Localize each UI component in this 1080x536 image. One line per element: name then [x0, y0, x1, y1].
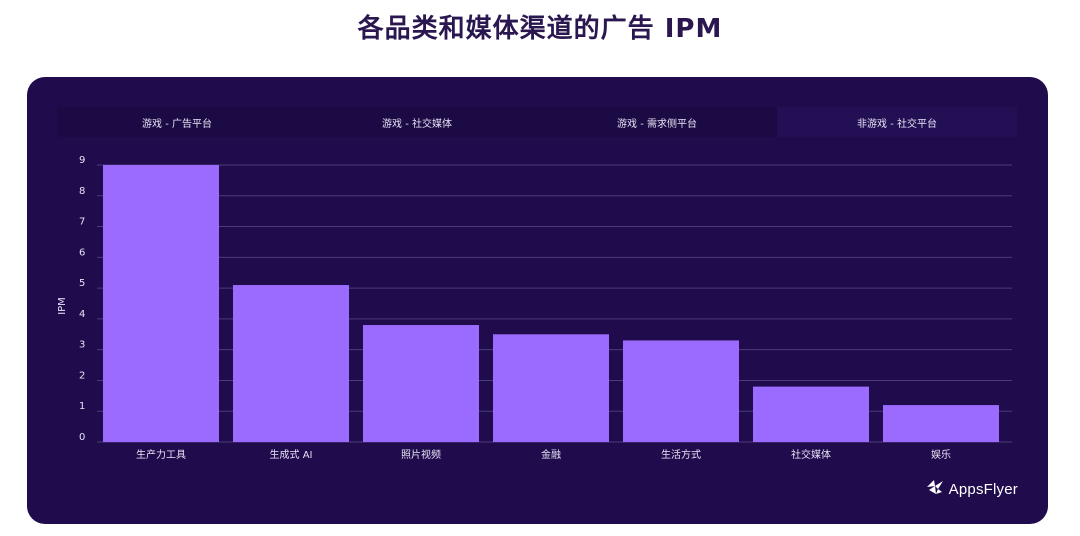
bar[interactable]	[623, 340, 739, 442]
x-tick-label: 金融	[541, 448, 561, 461]
tab-game-ad-platform[interactable]: 游戏 - 广告平台	[57, 107, 297, 137]
y-axis-label: IPM	[57, 297, 68, 315]
appsflyer-bird-icon	[925, 478, 945, 500]
tab-label: 非游戏 - 社交平台	[857, 118, 937, 130]
tab-game-dsp[interactable]: 游戏 - 需求侧平台	[537, 107, 777, 137]
bar[interactable]	[883, 405, 999, 442]
y-tick-labels: 0 1 2 3 4 5 6 7 8 9	[79, 155, 85, 443]
bar[interactable]	[233, 285, 349, 442]
y-tick-label: 0	[79, 432, 85, 443]
bar[interactable]	[493, 334, 609, 442]
tab-label: 游戏 - 需求侧平台	[617, 118, 697, 130]
bar[interactable]	[103, 165, 219, 442]
tab-label: 游戏 - 广告平台	[142, 118, 212, 130]
bar[interactable]	[753, 386, 869, 442]
y-tick-label: 9	[79, 155, 85, 166]
y-tick-label: 5	[79, 278, 85, 289]
x-tick-label: 社交媒体	[791, 448, 831, 461]
appsflyer-logo: AppsFlyer	[925, 478, 1018, 500]
y-tick-label: 2	[79, 370, 85, 381]
brand-name: AppsFlyer	[948, 480, 1018, 498]
chart-card: 游戏 - 广告平台 游戏 - 社交媒体 游戏 - 需求侧平台 非游戏 - 社交平…	[27, 77, 1048, 524]
page-title: 各品类和媒体渠道的广告 IPM	[357, 14, 723, 44]
x-tick-label: 生产力工具	[136, 448, 186, 461]
bar[interactable]	[363, 325, 479, 442]
tab-game-social-media[interactable]: 游戏 - 社交媒体	[297, 107, 537, 137]
y-tick-label: 1	[79, 401, 85, 412]
y-tick-label: 8	[79, 186, 85, 197]
x-tick-labels: 生产力工具 生成式 AI 照片视频 金融 生活方式 社交媒体 娱乐	[136, 448, 951, 461]
tab-bar: 游戏 - 广告平台 游戏 - 社交媒体 游戏 - 需求侧平台 非游戏 - 社交平…	[57, 107, 1017, 137]
x-tick-label: 娱乐	[931, 448, 951, 461]
x-tick-label: 生成式 AI	[270, 448, 313, 461]
y-tick-label: 6	[79, 247, 85, 258]
bar-chart: 0 1 2 3 4 5 6 7 8 9 生产力工具 生成式 AI 照片视频 金融 生活方式 社交媒体 娱乐 I…	[57, 155, 1012, 461]
x-tick-label: 照片视频	[401, 448, 441, 461]
y-tick-label: 3	[79, 340, 85, 351]
y-tick-label: 7	[79, 217, 85, 228]
tab-nongame-social-platform[interactable]: 非游戏 - 社交平台	[777, 107, 1017, 137]
y-tick-label: 4	[79, 309, 85, 320]
x-tick-label: 生活方式	[661, 448, 701, 461]
tab-label: 游戏 - 社交媒体	[382, 118, 452, 130]
bars	[103, 165, 999, 442]
